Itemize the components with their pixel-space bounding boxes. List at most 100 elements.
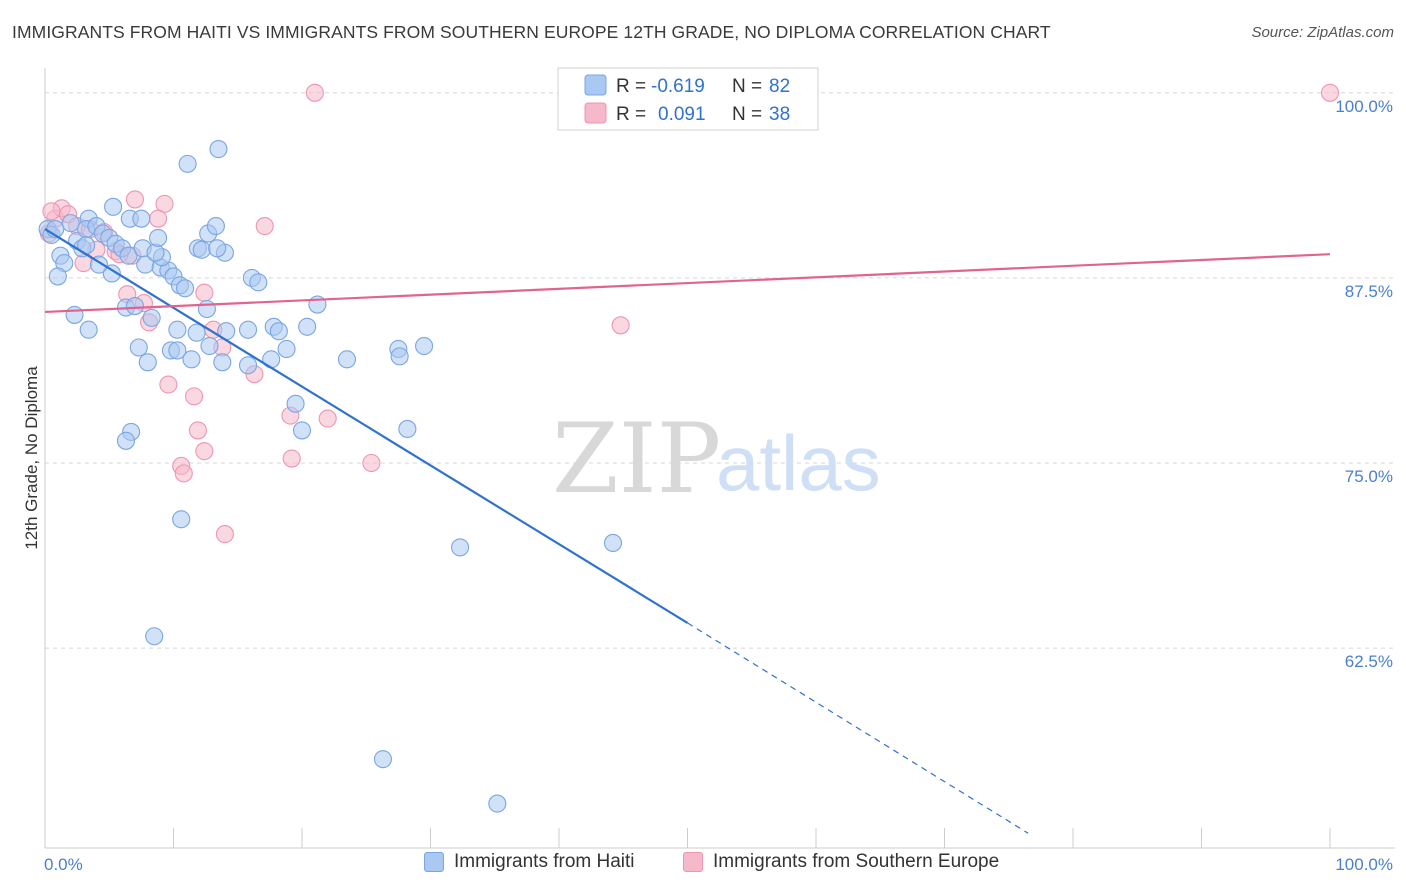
legend-n-label-southern-europe: N = — [732, 104, 762, 125]
haiti-point — [238, 356, 258, 375]
legend-swatch-southern-europe — [584, 102, 607, 124]
source-label: Source: ZipAtlas.com — [1251, 24, 1394, 41]
haiti-point — [168, 320, 187, 339]
haiti-point — [206, 217, 225, 236]
x-tick-label-max: 100.0% — [1335, 855, 1393, 874]
series-haiti-points — [38, 140, 623, 813]
legend-r-value-southern-europe: 0.091 — [658, 104, 706, 125]
southern-europe-point — [195, 442, 214, 461]
haiti-point — [125, 296, 144, 316]
axes — [44, 68, 1395, 849]
haiti-point — [102, 264, 121, 283]
haiti-point — [168, 341, 187, 360]
haiti-point — [132, 209, 151, 228]
haiti-point — [200, 336, 219, 356]
southern-europe-point — [188, 421, 207, 440]
southern-europe-point — [362, 453, 381, 473]
haiti-point — [390, 347, 409, 366]
haiti-point — [398, 419, 417, 438]
southern-europe-point — [611, 316, 630, 335]
haiti-point — [145, 627, 164, 646]
haiti-point — [337, 350, 357, 369]
haiti-point — [172, 510, 191, 529]
haiti-point — [292, 421, 312, 440]
bottom-legend: Immigrants from Haiti Immigrants from So… — [0, 851, 1406, 879]
bottom-legend-swatch-southern-europe — [683, 852, 703, 872]
legend-r-label-haiti: R = — [616, 76, 646, 97]
haiti-point — [176, 279, 195, 298]
haiti-point — [192, 240, 211, 259]
haiti-point — [149, 228, 168, 247]
haiti-point — [238, 320, 258, 339]
haiti-point — [269, 322, 288, 341]
haiti-point — [48, 267, 67, 286]
haiti-point — [603, 533, 623, 553]
southern-europe-point — [282, 449, 301, 468]
y-tick-label: 62.5% — [1345, 652, 1393, 671]
southern-europe-point — [159, 375, 178, 394]
bottom-legend-item-southern-europe: Immigrants from Southern Europe — [683, 851, 999, 873]
stats-legend: R = -0.619 N = 82 R = 0.091 N = 38 — [557, 67, 819, 131]
y-axis-label: 12th Grade, No Diploma — [22, 366, 41, 550]
southern-europe-point — [42, 202, 61, 221]
haiti-point — [61, 214, 80, 233]
haiti-point — [65, 305, 84, 324]
haiti-point — [138, 353, 157, 372]
haiti-trend-extension — [687, 622, 1029, 834]
watermark-atlas: atlas — [716, 419, 881, 507]
legend-r-value-haiti: -0.619 — [651, 76, 705, 97]
southern-europe-point — [185, 387, 204, 406]
southern-europe-point — [305, 83, 324, 102]
legend-r-label-southern-europe: R = — [616, 104, 646, 125]
haiti-point — [451, 538, 470, 557]
x-tick-label-min: 0.0% — [44, 855, 83, 874]
haiti-point — [146, 243, 165, 262]
watermark-zip: ZIP — [552, 403, 721, 515]
chart-title: IMMIGRANTS FROM HAITI VS IMMIGRANTS FROM… — [12, 22, 1051, 42]
haiti-point — [286, 394, 305, 413]
legend-n-value-haiti: 82 — [769, 76, 790, 97]
tick-labels: 62.5% 75.0% 87.5% 100.0% 0.0% 100.0% — [44, 97, 1393, 874]
haiti-point — [208, 239, 227, 258]
haiti-point — [129, 338, 148, 357]
bottom-legend-label-haiti: Immigrants from Haiti — [454, 851, 635, 872]
haiti-point — [213, 353, 232, 372]
haiti-point — [119, 246, 138, 265]
southern-europe-point — [255, 217, 274, 236]
haiti-point — [415, 336, 434, 356]
southern-europe-point — [195, 283, 214, 302]
bottom-legend-label-southern-europe: Immigrants from Southern Europe — [713, 851, 1000, 872]
bottom-legend-swatch-haiti — [424, 852, 444, 872]
haiti-point — [298, 317, 317, 336]
haiti-point — [187, 323, 206, 342]
bottom-legend-item-haiti: Immigrants from Haiti — [424, 851, 635, 873]
southern-europe-trend-line — [44, 253, 1331, 314]
haiti-point — [116, 431, 136, 450]
haiti-point — [79, 320, 98, 339]
trend-lines — [44, 228, 1331, 834]
haiti-point — [373, 750, 393, 769]
haiti-point — [142, 308, 161, 327]
haiti-point — [249, 273, 268, 292]
haiti-point — [197, 299, 216, 319]
southern-europe-point — [125, 190, 144, 209]
legend-n-value-southern-europe: 38 — [769, 104, 790, 125]
y-tick-label: 87.5% — [1345, 282, 1393, 301]
haiti-trend-line — [44, 228, 689, 624]
haiti-point — [277, 339, 296, 359]
southern-europe-point — [174, 464, 193, 483]
legend-n-label-haiti: N = — [732, 76, 762, 97]
haiti-point — [178, 154, 197, 173]
haiti-point — [104, 197, 123, 216]
southern-europe-point — [149, 209, 168, 228]
haiti-point — [488, 794, 507, 813]
haiti-point — [182, 350, 201, 369]
southern-europe-point — [318, 409, 337, 428]
southern-europe-point — [1320, 83, 1340, 102]
y-tick-label: 75.0% — [1345, 467, 1393, 486]
legend-swatch-haiti — [584, 74, 607, 96]
southern-europe-point — [215, 525, 234, 544]
watermark: ZIP atlas — [552, 403, 881, 515]
y-tick-label: 100.0% — [1335, 97, 1393, 116]
